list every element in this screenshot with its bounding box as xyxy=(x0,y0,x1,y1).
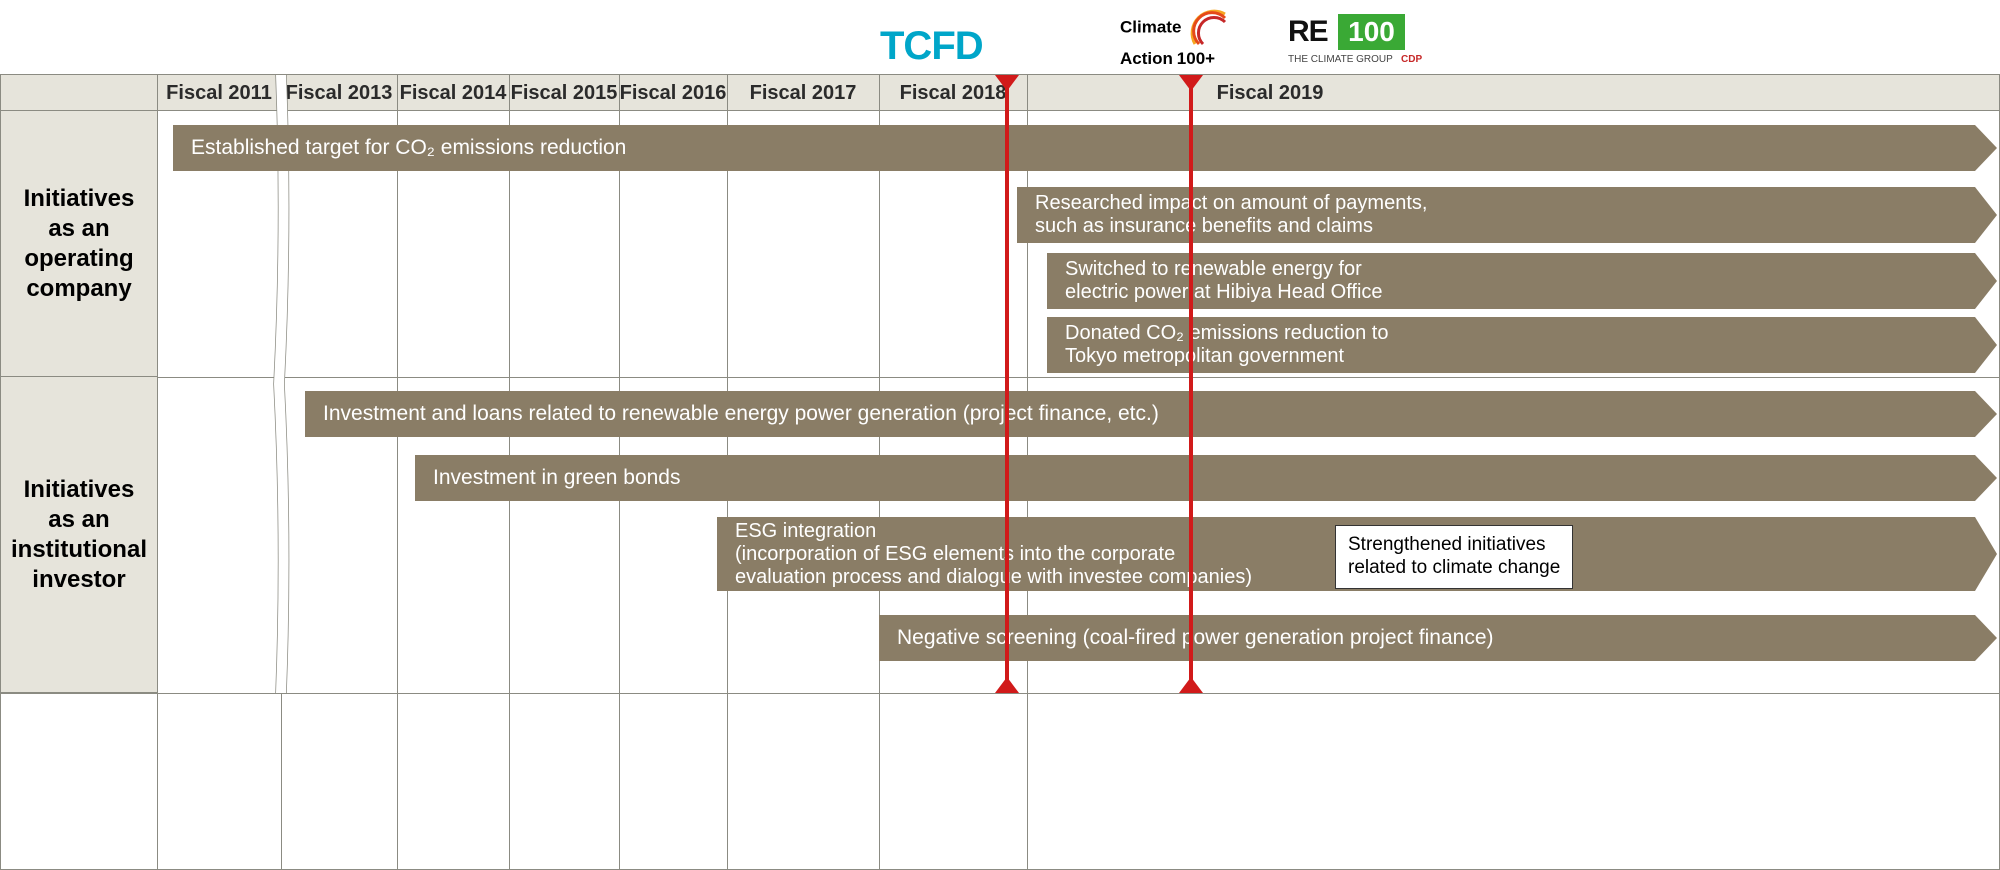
timeline-grid: Fiscal 2011Fiscal 2013Fiscal 2014Fiscal … xyxy=(0,74,2000,870)
year-label-2019: Fiscal 2019 xyxy=(1027,75,1513,111)
bar-neg-screening: Negative screening (coal-fired power gen… xyxy=(879,615,1997,661)
logo-re100: RE 100 THE CLIMATE GROUP CDP xyxy=(1288,14,1422,65)
bar-research-impact: Researched impact on amount of payments,… xyxy=(1017,187,1997,243)
logo-tcfd: TCFD xyxy=(880,24,983,69)
category-operating: Initiativesas anoperatingcompany xyxy=(1,111,157,377)
logo-re-text: RE xyxy=(1288,15,1328,48)
bar-invest-renewable: Investment and loans related to renewabl… xyxy=(305,391,1997,437)
row-divider xyxy=(1,377,1999,378)
col-line xyxy=(157,75,158,869)
row-divider xyxy=(1,693,1999,694)
marker-tcfd-marker xyxy=(1005,75,1009,693)
marker-ca100-re100-marker xyxy=(1189,75,1193,693)
year-label-2015: Fiscal 2015 xyxy=(509,75,619,111)
timeline-canvas: TCFD Climate Action 100+ Global Investor… xyxy=(0,0,2000,870)
year-label-2013: Fiscal 2013 xyxy=(281,75,397,111)
year-label-2011: Fiscal 2011 xyxy=(157,75,281,111)
logos-row: TCFD Climate Action 100+ Global Investor… xyxy=(0,0,2000,74)
logo-ca-arcs-icon xyxy=(1189,8,1231,50)
logo-ca-line2: Action xyxy=(1120,49,1173,68)
logo-re-tag: THE CLIMATE GROUP xyxy=(1288,54,1393,65)
year-label-2016: Fiscal 2016 xyxy=(619,75,727,111)
col-line xyxy=(397,75,398,869)
year-label-2017: Fiscal 2017 xyxy=(727,75,879,111)
bar-co2-target: Established target for CO₂ emissions red… xyxy=(173,125,1997,171)
bar-green-bonds: Investment in green bonds xyxy=(415,455,1997,501)
callout-strengthened: Strengthened initiativesrelated to clima… xyxy=(1335,525,1573,589)
logo-re-cdp: CDP xyxy=(1401,54,1422,65)
logo-climate-action-100: Climate Action 100+ Global Investors Dri… xyxy=(1120,8,1277,83)
year-label-2014: Fiscal 2014 xyxy=(397,75,509,111)
logo-ca-plus: 100+ xyxy=(1177,49,1215,68)
category-investor: Initiativesas aninstitutionalinvestor xyxy=(1,377,157,693)
logo-ca-line1: Climate xyxy=(1120,18,1181,37)
col-line xyxy=(281,75,282,869)
logo-re-hundred: 100 xyxy=(1338,14,1405,50)
